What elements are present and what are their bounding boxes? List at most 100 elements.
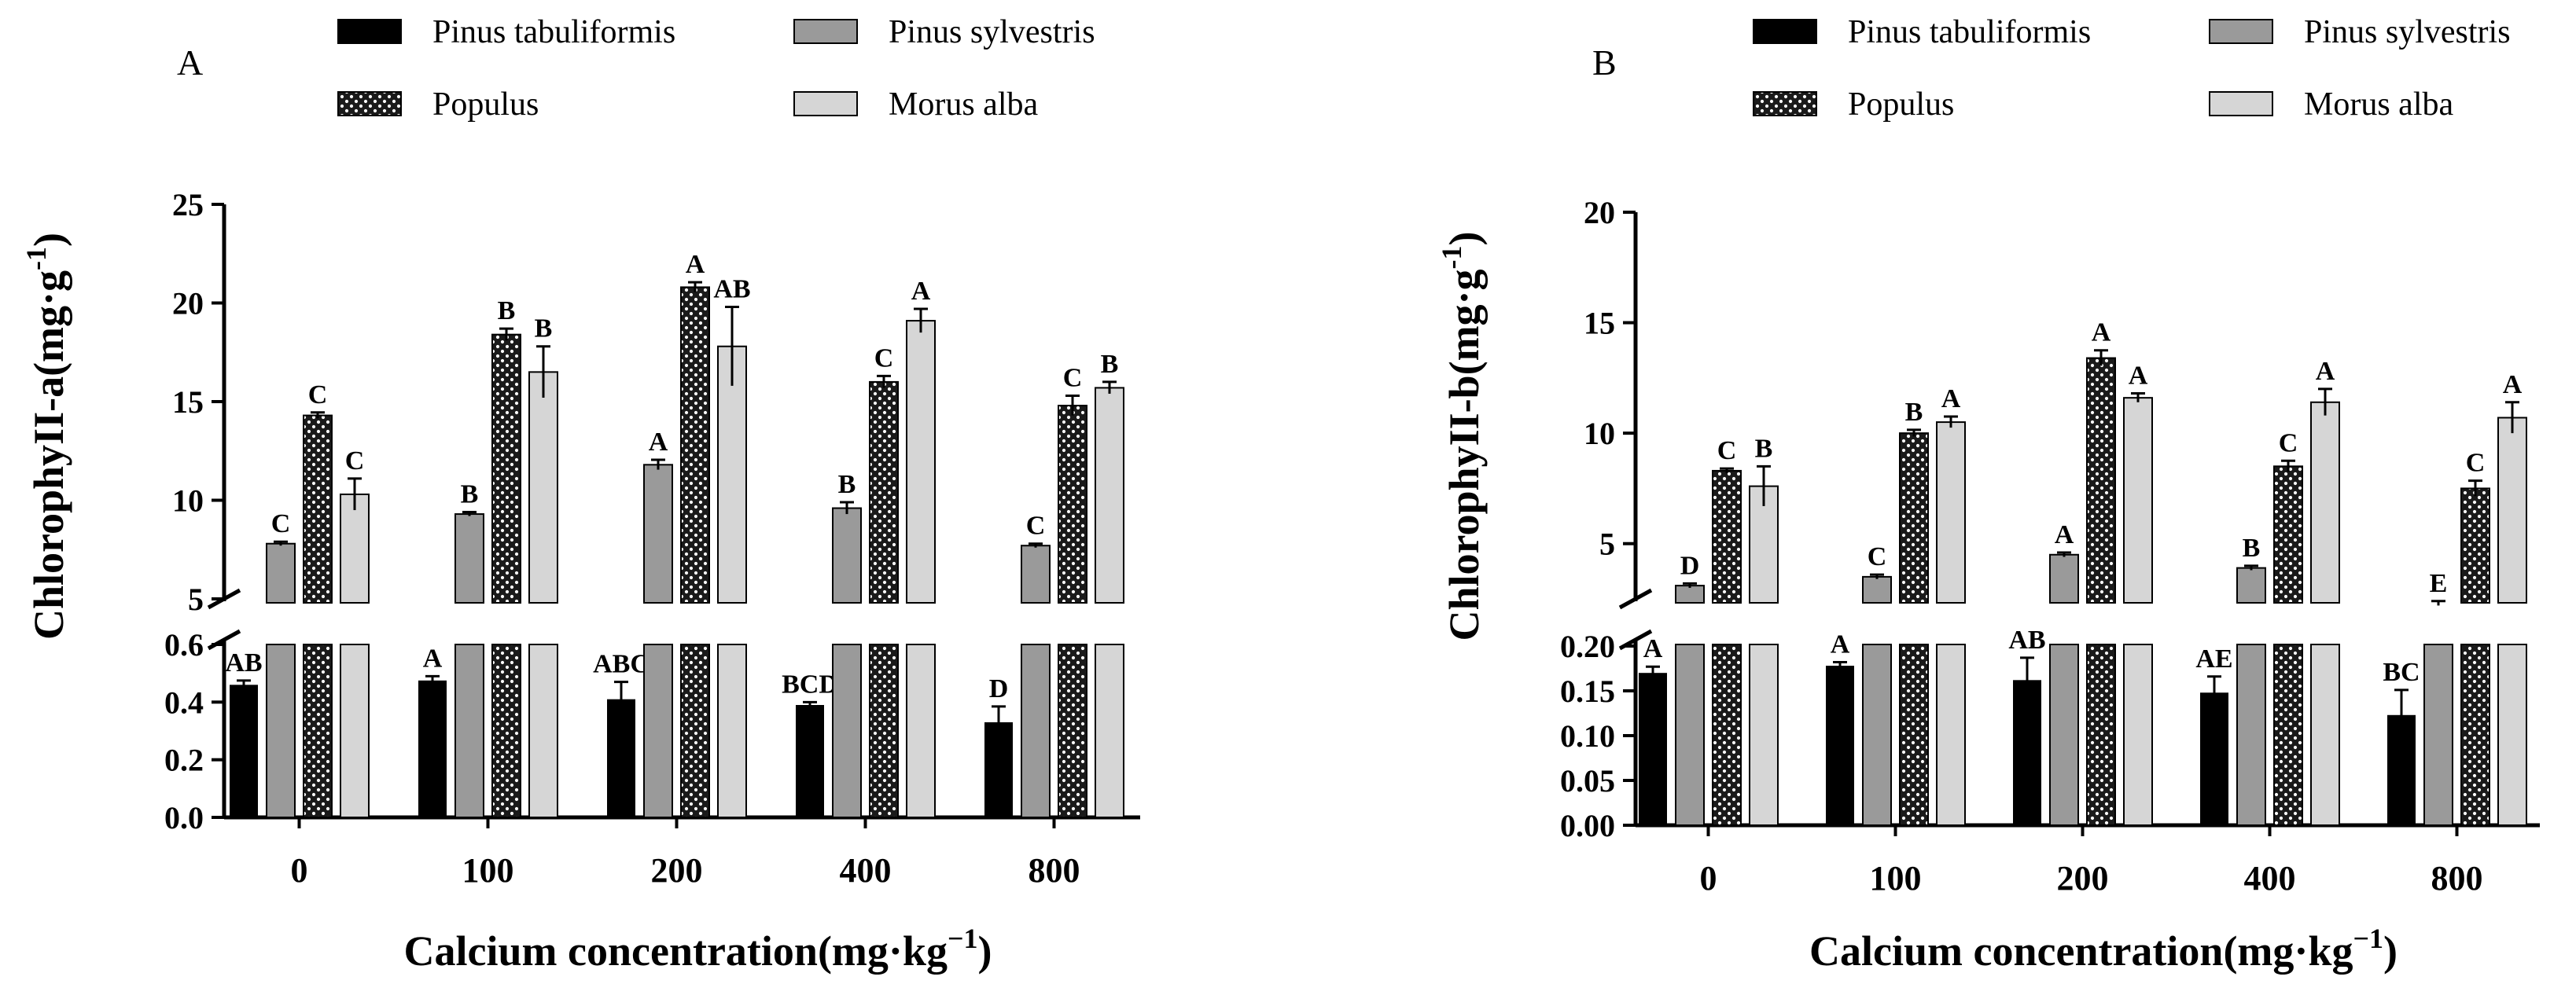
- legend-label: Pinus tabuliformis: [432, 14, 675, 50]
- y-tick-label: 5: [1599, 527, 1615, 562]
- significance-label: A: [2129, 362, 2148, 391]
- bar: [2236, 567, 2266, 604]
- significance-label: BCD: [782, 670, 838, 699]
- legend-label: Pinus sylvestris: [2304, 14, 2511, 50]
- significance-label: C: [271, 509, 291, 538]
- significance-label: AB: [713, 275, 750, 304]
- bar-lower-part: [643, 644, 673, 818]
- bar: [1095, 387, 1124, 604]
- bar-lower-part: [1675, 644, 1705, 826]
- significance-label: C: [308, 380, 328, 409]
- bar: [1639, 673, 1667, 825]
- panel-a: A Pinus tabuliformis Pinus sylvestris Popul…: [20, 14, 1140, 975]
- y-tick-label: 10: [172, 483, 204, 519]
- x-tick-label: 100: [462, 851, 514, 890]
- y-tick-label: 10: [1584, 416, 1615, 451]
- bar-lower-part: [454, 644, 484, 818]
- bar: [2049, 553, 2079, 604]
- legend-label: Morus alba: [2304, 86, 2453, 123]
- panel-letter: A: [177, 42, 203, 83]
- bar: [454, 513, 484, 604]
- y-tick-label: 0.4: [164, 685, 204, 720]
- bar: [1749, 485, 1779, 604]
- significance-label: B: [498, 296, 516, 325]
- significance-label: C: [1868, 542, 1887, 571]
- bar-lower-part: [528, 644, 558, 818]
- bar: [2497, 417, 2527, 604]
- y-tick-label: 0.20: [1560, 629, 1615, 664]
- bar: [528, 371, 558, 604]
- significance-label: A: [2503, 370, 2523, 399]
- legend-item: Populus: [337, 86, 539, 123]
- bar: [2013, 680, 2041, 825]
- legend-item: Populus: [1753, 86, 1954, 123]
- bar-lower-part: [680, 644, 710, 818]
- significance-label: A: [2092, 318, 2111, 347]
- legend-label: Pinus tabuliformis: [1848, 14, 2091, 50]
- legend-swatch: [2209, 91, 2273, 116]
- legend-label: Morus alba: [889, 86, 1038, 123]
- bar-lower-part: [2273, 644, 2303, 826]
- y-tick-label: 0.15: [1560, 674, 1615, 709]
- bar: [832, 507, 862, 604]
- bar-lower-part: [2310, 644, 2340, 826]
- y-tick-label: 0.0: [164, 800, 204, 835]
- significance-label: C: [874, 343, 894, 373]
- bar-lower-part: [1095, 644, 1124, 818]
- bar-lower-part: [340, 644, 370, 818]
- bar: [1899, 432, 1929, 604]
- legend-swatch: [793, 19, 858, 44]
- y-tick-label: 0.6: [164, 627, 204, 663]
- bar: [491, 333, 521, 604]
- significance-label: B: [838, 470, 856, 499]
- bar: [1058, 405, 1087, 604]
- legend-label: Populus: [432, 86, 539, 123]
- bar: [1712, 469, 1742, 604]
- bar-lower-part: [1862, 644, 1892, 826]
- significance-label: AB: [2008, 626, 2045, 655]
- x-tick-label: 100: [1870, 859, 1922, 898]
- legend-item: Pinus sylvestris: [793, 14, 1095, 50]
- significance-label: C: [1717, 436, 1737, 465]
- significance-label: A: [2055, 520, 2074, 549]
- bar-lower-part: [266, 644, 296, 818]
- bar: [1826, 666, 1854, 825]
- bar: [2200, 692, 2228, 825]
- bar-lower-part: [2460, 644, 2490, 826]
- significance-label: A: [1831, 630, 1850, 659]
- legend-item: Pinus sylvestris: [2209, 14, 2511, 50]
- significance-label: AB: [225, 648, 262, 677]
- bar: [1021, 545, 1051, 604]
- y-tick-label: 15: [172, 384, 204, 420]
- y-tick-label: 0.2: [164, 743, 204, 778]
- bar: [717, 345, 747, 604]
- y-tick-label: 25: [172, 187, 204, 222]
- significance-label: B: [461, 480, 479, 509]
- y-tick-label: 0.05: [1560, 763, 1615, 799]
- significance-label: A: [1941, 384, 1961, 413]
- legend-item: Pinus tabuliformis: [337, 14, 675, 50]
- y-axis-title: ChlorophyII-b(mg·g-1): [1436, 231, 1488, 641]
- legend-swatch: [337, 19, 402, 44]
- significance-label: D: [989, 674, 1009, 703]
- bar: [869, 380, 899, 604]
- significance-label: ABC: [593, 650, 650, 679]
- legend-swatch: [1753, 19, 1817, 44]
- bar: [2086, 357, 2116, 604]
- bar-lower-part: [491, 644, 521, 818]
- bar-lower-part: [869, 644, 899, 818]
- bar: [2460, 487, 2490, 604]
- bar: [418, 680, 447, 817]
- bar-lower-part: [2123, 644, 2153, 826]
- bar: [680, 286, 710, 604]
- significance-label: C: [2279, 428, 2298, 457]
- bar-lower-part: [906, 644, 936, 818]
- significance-label: E: [2430, 569, 2448, 598]
- bar-lower-part: [1749, 644, 1779, 826]
- significance-label: A: [1643, 634, 1663, 663]
- panel-b: B Pinus tabuliformis Pinus sylvestris Popul…: [1436, 14, 2540, 975]
- significance-label: C: [2466, 449, 2486, 478]
- panel-letter: B: [1592, 42, 1617, 83]
- y-tick-label: 20: [1584, 195, 1615, 230]
